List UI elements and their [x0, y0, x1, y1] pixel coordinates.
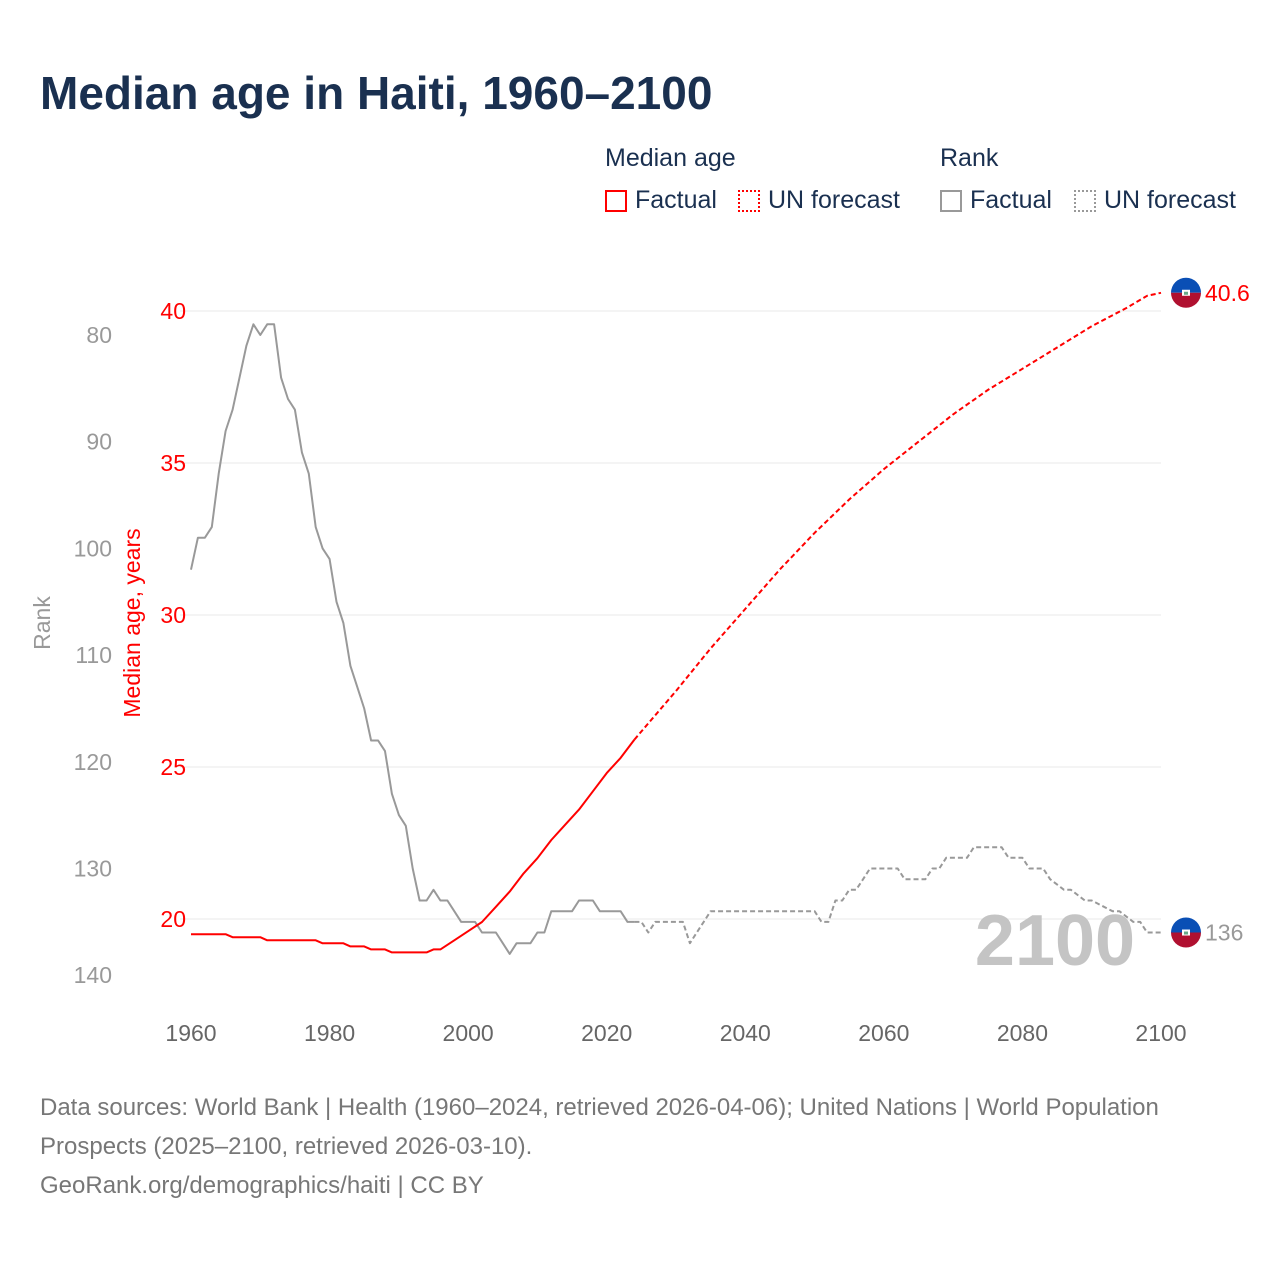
y-tick-label: 40 [160, 298, 186, 324]
x-tick-label: 2060 [858, 1020, 909, 1046]
chart-title: Median age in Haiti, 1960–2100 [40, 67, 713, 119]
legend-swatch-dotted-gray [1074, 189, 1096, 212]
legend-label: Factual [970, 186, 1052, 214]
source-link[interactable]: GeoRank.org/demographics/haiti | CC BY [40, 1172, 484, 1199]
y2-tick-label: 120 [74, 749, 112, 775]
y2-tick-label: 80 [86, 322, 112, 348]
median-factual-line [191, 738, 636, 954]
median-forecast-line [633, 291, 1162, 741]
data-sources: Data sources: World Bank | Health (1960–… [40, 1094, 1159, 1160]
year-watermark: 2100 [975, 901, 1135, 981]
y-axis-title: Median age, years [119, 528, 145, 717]
legend-median-forecast[interactable]: UN forecast [738, 186, 900, 215]
legend-label: UN forecast [1104, 186, 1236, 214]
y2-tick-label: 130 [74, 856, 112, 882]
legend-swatch-solid-gray [940, 189, 962, 212]
legend-rank-factual[interactable]: Factual [940, 186, 1052, 215]
x-tick-label: 2100 [1135, 1020, 1186, 1046]
legend-rank-forecast[interactable]: UN forecast [1074, 186, 1236, 215]
y2-tick-label: 90 [86, 429, 112, 455]
haiti-flag-icon [1171, 277, 1201, 308]
y2-axis-title: Rank [29, 596, 55, 650]
legend-median-factual[interactable]: Factual [605, 186, 717, 215]
footer: Data sources: World Bank | Health (1960–… [40, 1088, 1180, 1205]
x-tick-label: 2020 [581, 1020, 632, 1046]
x-tick-label: 2040 [720, 1020, 771, 1046]
x-tick-label: 1980 [304, 1020, 355, 1046]
legend-heading-rank: Rank [940, 144, 999, 172]
x-tick-label: 1960 [165, 1020, 216, 1046]
y-tick-label: 35 [160, 450, 186, 476]
legend-heading-median: Median age [605, 144, 736, 172]
x-tick-label: 2080 [997, 1020, 1048, 1046]
legend-swatch-solid-red [605, 189, 627, 212]
x-tick-label: 2000 [443, 1020, 494, 1046]
haiti-flag-icon [1171, 917, 1201, 948]
rank-factual-line [190, 323, 635, 955]
legend-label: UN forecast [768, 186, 900, 214]
legend-swatch-dotted-red [738, 189, 760, 212]
end-label-median: 40.6 [1205, 280, 1250, 306]
y2-tick-label: 110 [75, 642, 112, 668]
y-tick-label: 30 [160, 602, 186, 628]
rank-forecast-line [634, 846, 1161, 945]
end-label-rank: 136 [1205, 920, 1243, 946]
y2-tick-label: 100 [74, 535, 112, 561]
y2-tick-label: 140 [74, 962, 112, 988]
legend-label: Factual [635, 186, 717, 214]
y-tick-label: 20 [160, 906, 186, 932]
y-tick-label: 25 [160, 754, 186, 780]
